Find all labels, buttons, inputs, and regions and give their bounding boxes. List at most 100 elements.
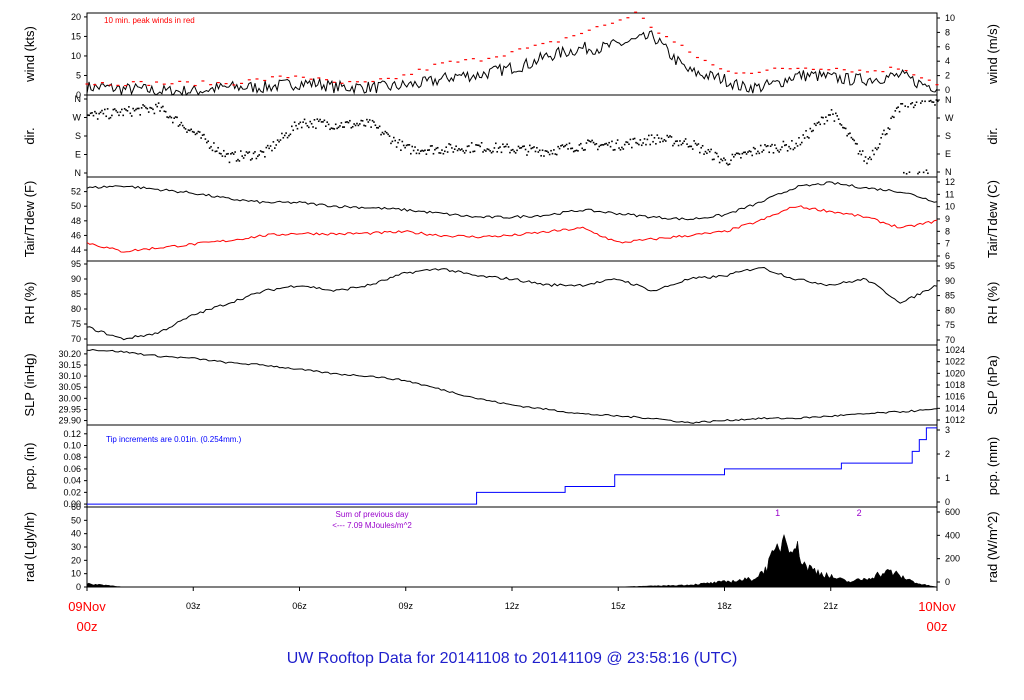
direction-point xyxy=(796,145,799,147)
temp-right-tick-label: 10 xyxy=(945,202,955,212)
wind-annotation: 10 min. peak winds in red xyxy=(104,16,195,25)
direction-point xyxy=(232,153,235,155)
direction-point xyxy=(237,158,239,161)
direction-point xyxy=(748,150,751,152)
direction-point xyxy=(585,142,588,144)
direction-point xyxy=(257,155,259,158)
direction-point xyxy=(752,146,755,149)
direction-point xyxy=(514,152,517,154)
direction-point xyxy=(529,144,531,147)
direction-point xyxy=(146,107,149,110)
temp-ylabel-right: Tair/Tdew (C) xyxy=(985,180,1000,258)
direction-point xyxy=(458,147,460,150)
direction-point xyxy=(623,143,626,146)
direction-point xyxy=(326,121,329,123)
direction-point xyxy=(575,149,578,152)
direction-point xyxy=(520,146,523,149)
rh-right-tick-label: 70 xyxy=(945,335,955,345)
precip-step-line xyxy=(87,427,937,505)
direction-point xyxy=(340,122,343,124)
rad-right-tick-label: 200 xyxy=(945,554,960,564)
direction-point xyxy=(201,134,204,136)
direction-point xyxy=(870,158,873,161)
pcp-right-tick-label: 0 xyxy=(945,497,950,507)
direction-point xyxy=(533,146,535,148)
direction-point xyxy=(893,116,895,119)
direction-point xyxy=(428,149,431,151)
direction-point xyxy=(320,121,323,123)
direction-point xyxy=(337,126,340,129)
direction-point xyxy=(204,138,207,140)
rh-right-tick-label: 85 xyxy=(945,291,955,301)
direction-point xyxy=(694,142,697,145)
direction-point xyxy=(368,119,371,121)
direction-point xyxy=(626,141,629,144)
direction-point xyxy=(289,133,292,136)
direction-point xyxy=(286,136,289,139)
direction-point xyxy=(816,122,819,124)
direction-point xyxy=(547,151,550,154)
direction-point xyxy=(128,106,130,108)
direction-point xyxy=(381,131,384,134)
direction-point xyxy=(924,100,926,103)
direction-point xyxy=(193,131,195,134)
direction-point xyxy=(102,112,105,115)
direction-point xyxy=(357,124,360,127)
direction-point xyxy=(353,123,355,125)
direction-point xyxy=(793,147,796,149)
direction-point xyxy=(543,155,545,157)
wind-left-tick-label: 10 xyxy=(71,51,81,61)
direction-point xyxy=(265,146,268,149)
direction-point xyxy=(904,105,907,107)
direction-point xyxy=(860,153,863,156)
direction-point xyxy=(470,142,473,144)
dir-left-tick-label: N xyxy=(75,168,82,178)
dir-ylabel-left: dir. xyxy=(22,127,37,144)
direction-point xyxy=(582,149,585,151)
direction-point xyxy=(415,152,418,155)
x-day-label: 09Nov xyxy=(68,599,106,614)
direction-point xyxy=(730,159,732,162)
direction-point xyxy=(419,150,422,152)
direction-point xyxy=(659,141,661,143)
direction-point xyxy=(486,148,489,150)
direction-point xyxy=(890,117,892,120)
direction-point xyxy=(847,133,850,135)
slp-left-tick-label: 30.10 xyxy=(58,371,81,381)
direction-point xyxy=(181,124,184,127)
direction-point xyxy=(747,151,749,153)
x-hour-label: 00z xyxy=(77,619,98,634)
wind-right-tick-label: 8 xyxy=(945,27,950,37)
direction-point xyxy=(809,127,812,130)
direction-point xyxy=(429,145,432,147)
direction-point xyxy=(489,150,491,152)
direction-point xyxy=(98,112,100,115)
direction-point xyxy=(105,115,108,118)
direction-point xyxy=(805,130,807,132)
direction-point xyxy=(914,104,916,106)
direction-point xyxy=(663,139,666,141)
temp-panel-frame xyxy=(86,176,938,262)
rh-panel-frame xyxy=(86,260,938,346)
temp-right-tick-label: 9 xyxy=(945,214,950,224)
direction-point xyxy=(905,172,908,175)
direction-point xyxy=(921,100,924,102)
direction-point xyxy=(438,152,440,154)
x-tick-label: 12z xyxy=(505,601,520,611)
direction-point xyxy=(900,103,902,105)
direction-point xyxy=(768,151,771,154)
direction-point xyxy=(605,142,608,145)
direction-point xyxy=(231,151,234,154)
direction-point xyxy=(266,144,269,147)
dir-left-tick-label: N xyxy=(75,94,82,104)
direction-point xyxy=(402,144,405,147)
pcp-left-tick-label: 0.10 xyxy=(63,441,81,451)
direction-point xyxy=(401,140,404,143)
direction-point xyxy=(483,149,486,151)
direction-point xyxy=(827,114,830,116)
direction-point xyxy=(197,130,200,133)
direction-point xyxy=(646,138,649,141)
chart-title: UW Rooftop Data for 20141108 to 20141109… xyxy=(286,650,738,667)
direction-point xyxy=(453,148,456,151)
direction-point xyxy=(183,126,185,129)
